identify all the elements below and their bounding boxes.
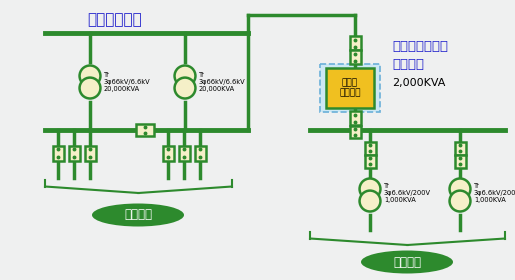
Ellipse shape bbox=[79, 66, 100, 87]
Ellipse shape bbox=[450, 179, 470, 199]
FancyBboxPatch shape bbox=[455, 155, 466, 167]
FancyBboxPatch shape bbox=[68, 146, 79, 160]
Text: 一般負荷: 一般負荷 bbox=[124, 209, 152, 221]
FancyBboxPatch shape bbox=[53, 146, 63, 160]
Text: 高圧ユ
ニセーフ: 高圧ユ ニセーフ bbox=[339, 78, 360, 98]
FancyBboxPatch shape bbox=[350, 126, 360, 138]
FancyBboxPatch shape bbox=[326, 68, 374, 108]
Ellipse shape bbox=[175, 66, 196, 87]
FancyBboxPatch shape bbox=[179, 146, 190, 160]
Text: Tr
3φ66kV/6.6kV
20,000KVA: Tr 3φ66kV/6.6kV 20,000KVA bbox=[199, 72, 246, 92]
FancyBboxPatch shape bbox=[350, 50, 360, 64]
Ellipse shape bbox=[79, 78, 100, 99]
FancyBboxPatch shape bbox=[455, 141, 466, 155]
Text: Tr
3φ6.6kV/200V
1,000KVA: Tr 3φ6.6kV/200V 1,000KVA bbox=[384, 183, 431, 203]
Text: 高圧ユニセーフ: 高圧ユニセーフ bbox=[392, 40, 448, 53]
Text: 特高トランス: 特高トランス bbox=[88, 12, 142, 27]
Ellipse shape bbox=[359, 179, 381, 199]
Text: 2,000KVA: 2,000KVA bbox=[392, 78, 445, 88]
Ellipse shape bbox=[361, 251, 453, 274]
Ellipse shape bbox=[175, 78, 196, 99]
Ellipse shape bbox=[92, 204, 184, 227]
Text: 対象負荷: 対象負荷 bbox=[393, 255, 421, 269]
Text: Tr
3φ66kV/6.6kV
20,000KVA: Tr 3φ66kV/6.6kV 20,000KVA bbox=[104, 72, 150, 92]
FancyBboxPatch shape bbox=[350, 111, 360, 125]
FancyBboxPatch shape bbox=[320, 64, 380, 112]
Text: システム: システム bbox=[392, 58, 424, 71]
FancyBboxPatch shape bbox=[365, 141, 375, 155]
FancyBboxPatch shape bbox=[195, 146, 205, 160]
Ellipse shape bbox=[450, 191, 470, 211]
Ellipse shape bbox=[359, 191, 381, 211]
FancyBboxPatch shape bbox=[136, 124, 154, 136]
Text: Tr
3φ6.6kV/200V
1,000KVA: Tr 3φ6.6kV/200V 1,000KVA bbox=[474, 183, 515, 203]
FancyBboxPatch shape bbox=[365, 155, 375, 167]
FancyBboxPatch shape bbox=[350, 36, 360, 50]
FancyBboxPatch shape bbox=[163, 146, 174, 160]
FancyBboxPatch shape bbox=[84, 146, 95, 160]
